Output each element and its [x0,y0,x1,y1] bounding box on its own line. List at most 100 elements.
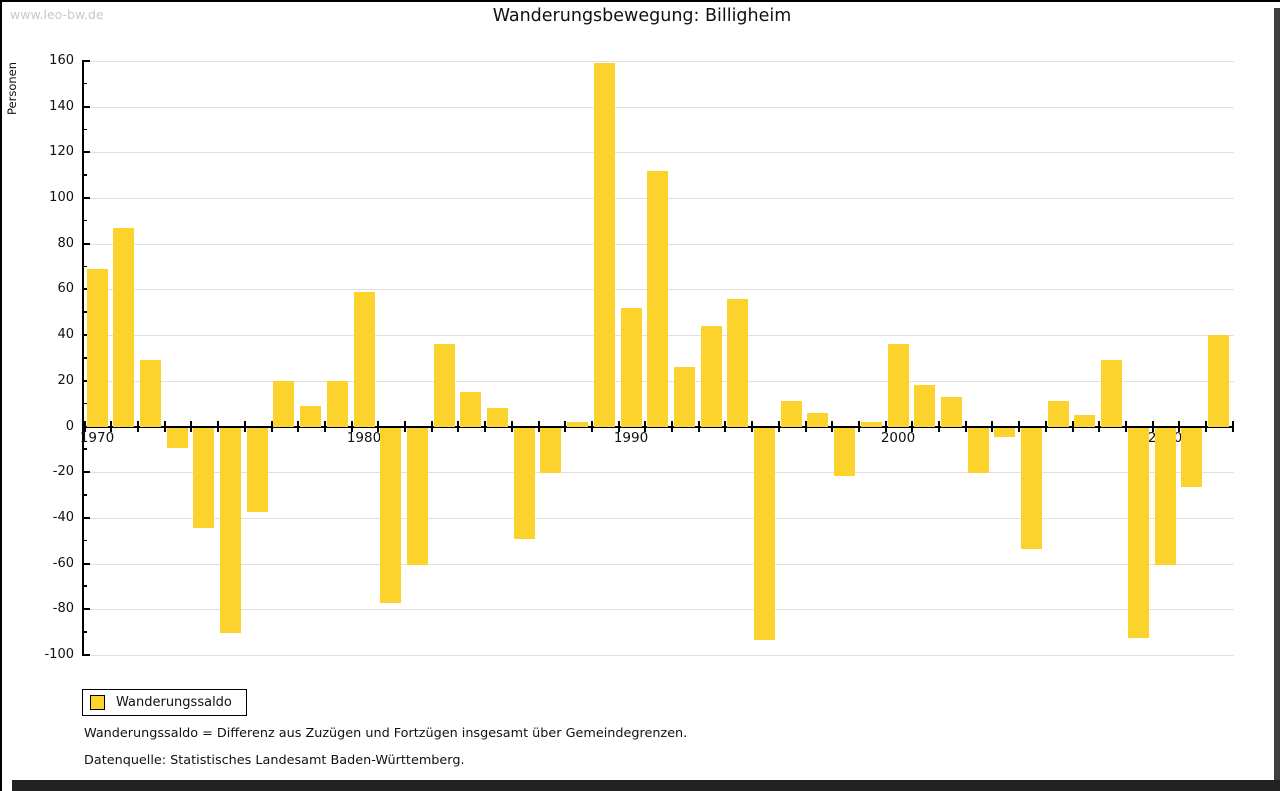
watermark-text: www.leo-bw.de [10,7,104,22]
y-axis-major-tick [82,334,90,337]
bar-2005 [1021,427,1042,549]
bar-2004 [994,427,1016,437]
legend: Wanderungssaldo [82,689,247,716]
bar-2012 [1207,335,1229,427]
x-axis-tick [270,420,273,432]
x-axis-tick [404,420,407,432]
gridline [82,106,1234,108]
y-axis-major-tick [82,608,90,611]
y-axis-minor-tick [82,174,87,176]
bar-2010 [1154,427,1176,565]
x-axis-tick [510,420,513,432]
y-axis-tick-label: 80 [57,235,74,251]
bar-2011 [1181,427,1203,487]
bar-1998 [834,427,856,476]
bar-2007 [1074,415,1096,427]
gridline [82,609,1234,611]
x-axis-tick [137,420,140,432]
bar-2006 [1047,401,1069,427]
legend-swatch [90,695,105,710]
bar-1999 [860,421,882,427]
bar-2001 [914,385,936,427]
bar-1977 [273,380,295,427]
y-axis-tick-label: 60 [57,281,74,297]
x-axis-tick [1071,420,1074,432]
x-axis-tick-label: 1990 [613,429,649,446]
chart-title: Wanderungsbewegung: Billigheim [492,6,792,26]
y-axis-minor-tick [82,265,87,268]
x-axis-tick [1098,420,1101,432]
y-axis-major-tick [82,105,90,108]
y-axis-major-tick [82,242,90,245]
x-axis-tick [217,420,220,432]
x-axis-tick [1018,420,1021,432]
x-axis-tick-label: 1980 [346,429,382,446]
frame-shadow-right [1274,8,1280,791]
y-axis-minor-tick [82,311,87,313]
x-axis-tick [1205,420,1208,432]
y-axis-major-tick [82,562,90,565]
footnote-source: Datenquelle: Statistisches Landesamt Bad… [84,753,465,768]
x-axis-tick [777,420,780,432]
bar-1985 [487,408,508,427]
y-axis-major-tick [82,197,90,200]
legend-label: Wanderungssaldo [116,695,232,710]
bar-1973 [166,427,188,449]
y-axis-major-tick [82,654,90,656]
bar-1981 [380,427,402,604]
y-axis-major-tick [82,288,90,291]
bar-1983 [433,344,455,427]
x-axis-tick [724,420,727,432]
bar-1974 [193,427,215,529]
x-axis-tick [163,420,166,432]
x-axis-tick [991,420,994,432]
y-axis-tick-label: 120 [49,144,74,160]
y-axis-minor-tick [82,402,87,405]
bar-1984 [460,392,482,427]
y-axis-minor-tick [82,82,87,85]
x-axis-tick [537,420,540,432]
bar-1991 [647,170,669,427]
x-axis-tick [484,420,487,432]
bar-2002 [940,396,962,427]
x-axis-tick [564,420,567,432]
y-axis-major-tick [82,471,90,474]
x-axis-tick [884,420,887,432]
x-axis-tick [377,420,380,432]
bar-1987 [540,427,562,474]
bar-1994 [727,298,749,427]
bar-1971 [113,227,135,427]
x-axis-tick [697,420,700,432]
x-axis-line [82,425,1234,428]
x-axis-tick [831,420,834,432]
y-axis-tick-label: -40 [52,509,74,525]
gridline [82,563,1234,565]
footnote-definition: Wanderungssaldo = Differenz aus Zuzügen … [84,726,688,741]
x-axis-tick [671,420,674,432]
bar-1989 [593,63,615,427]
y-axis-tick-label: 40 [57,327,74,343]
y-axis-minor-tick [82,128,87,131]
bar-1992 [673,367,695,427]
x-axis-tick [1231,420,1234,432]
frame-shadow-bottom [12,780,1280,791]
bar-1975 [220,427,241,634]
x-axis-tick [457,420,460,432]
y-axis-major-tick [82,60,90,62]
bar-1997 [807,412,829,427]
y-axis-minor-tick [82,539,87,542]
x-axis-tick [751,420,754,432]
bar-1996 [780,401,802,427]
x-axis-tick [617,420,620,432]
y-axis-tick-label: 140 [49,98,74,114]
y-axis-minor-tick [82,585,87,587]
y-axis-major-tick [82,151,90,154]
y-axis-minor-tick [82,448,87,450]
x-axis-tick [243,420,246,432]
bar-2008 [1101,360,1123,427]
gridline [82,61,1234,62]
gridline [82,517,1234,519]
gridline [82,152,1234,154]
bar-1970 [86,268,108,427]
